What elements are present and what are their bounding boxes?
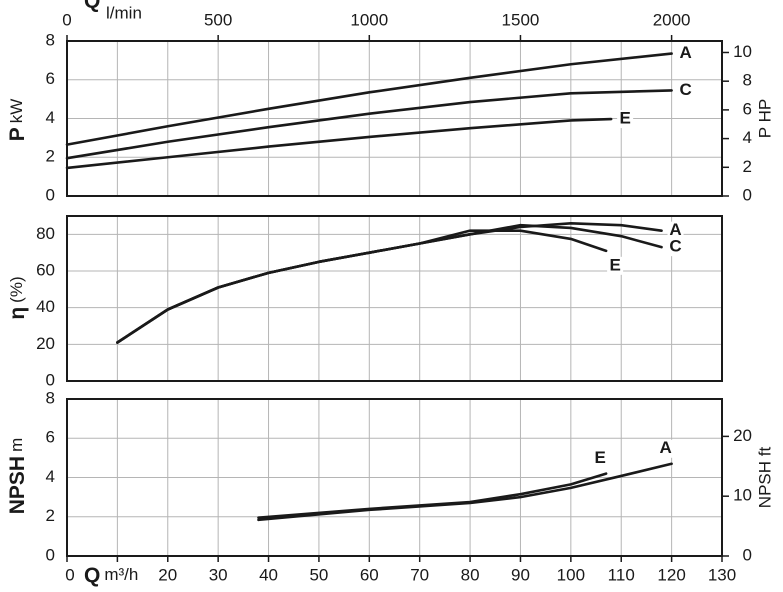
series-label: A xyxy=(679,43,691,62)
y-axis-symbol: NPSH xyxy=(6,456,29,514)
y2-tick-label: 0 xyxy=(743,185,752,204)
series-label: C xyxy=(669,237,681,256)
x-tick-label: 120 xyxy=(657,565,685,584)
label-bg xyxy=(592,449,609,468)
x-tick-label: 40 xyxy=(259,565,278,584)
x-tick-label: 0 xyxy=(65,565,74,584)
y-tick-label: 8 xyxy=(46,30,55,49)
y2-axis-title: P HP xyxy=(755,99,774,138)
series-label: A xyxy=(659,438,671,457)
x2-tick-label: 500 xyxy=(204,10,232,29)
label-bg xyxy=(677,44,694,63)
label-bg xyxy=(607,256,624,275)
plot-frame xyxy=(66,215,723,382)
label-bg xyxy=(677,81,694,100)
x-tick-label: 70 xyxy=(410,565,429,584)
x2-tick-label: 2000 xyxy=(653,10,691,29)
y-tick-label: 2 xyxy=(46,147,55,166)
y2-tick-label: 20 xyxy=(733,426,752,445)
x-tick-label: 60 xyxy=(360,565,379,584)
series-label: E xyxy=(609,255,620,274)
y2-tick-label: 6 xyxy=(743,99,752,118)
x-tick-label: 90 xyxy=(511,565,530,584)
y-axis-symbol: P xyxy=(6,127,29,141)
y-axis-unit: kW xyxy=(7,99,26,124)
x-tick-label: 30 xyxy=(209,565,228,584)
y-tick-label: 4 xyxy=(46,108,55,127)
y2-axis-title: NPSH ft xyxy=(755,447,774,509)
y2-tick-label: 2 xyxy=(743,157,752,176)
x2-tick-label: 1500 xyxy=(502,10,540,29)
x2-axis-unit: l/min xyxy=(106,3,142,22)
y2-tick-label: 10 xyxy=(733,42,752,61)
label-bg xyxy=(667,238,684,257)
y-axis-unit: (%) xyxy=(7,276,26,302)
y-tick-label: 0 xyxy=(46,545,55,564)
x2-tick-label: 1000 xyxy=(350,10,388,29)
y-tick-label: 8 xyxy=(46,388,55,407)
y-tick-label: 6 xyxy=(46,428,55,447)
y-axis-symbol: η xyxy=(6,307,29,320)
curve xyxy=(65,52,673,146)
curve xyxy=(65,117,613,170)
x-axis-unit: m³/h xyxy=(104,565,138,584)
y2-tick-label: 0 xyxy=(743,545,752,564)
series-label: E xyxy=(594,448,605,467)
x2-axis-symbol: Q xyxy=(84,0,100,13)
label-bg xyxy=(617,110,634,129)
x-tick-label: 50 xyxy=(309,565,328,584)
y-tick-label: 60 xyxy=(36,260,55,279)
plot-frame xyxy=(66,40,723,197)
y-tick-label: 0 xyxy=(46,370,55,389)
series-label: E xyxy=(619,109,630,128)
x-tick-label: 130 xyxy=(708,565,736,584)
y-axis-title: PkW xyxy=(6,99,29,142)
y-axis-unit: m xyxy=(7,438,26,452)
x-tick-label: 80 xyxy=(461,565,480,584)
x-tick-label: 100 xyxy=(557,565,585,584)
curve xyxy=(116,229,608,344)
x-tick-label: 110 xyxy=(608,565,635,584)
y2-tick-label: 8 xyxy=(743,71,752,90)
y-axis-title: η (%) xyxy=(6,276,29,319)
y-tick-label: 6 xyxy=(46,69,55,88)
series-label: A xyxy=(669,220,681,239)
y2-tick-label: 4 xyxy=(743,128,752,147)
label-bg xyxy=(667,221,684,240)
curve xyxy=(257,462,673,522)
y-tick-label: 80 xyxy=(36,224,55,243)
y-tick-label: 2 xyxy=(46,506,55,525)
curve xyxy=(65,89,673,160)
y-tick-label: 20 xyxy=(36,334,55,353)
series-label: C xyxy=(679,80,691,99)
y-tick-label: 0 xyxy=(46,185,55,204)
y-tick-label: 40 xyxy=(36,297,55,316)
x-tick-label: 20 xyxy=(158,565,177,584)
x-axis-symbol: Q xyxy=(84,564,100,587)
y2-tick-label: 10 xyxy=(733,486,752,505)
label-bg xyxy=(657,439,674,458)
y-tick-label: 4 xyxy=(46,467,55,486)
x2-tick-label: 0 xyxy=(62,10,71,29)
plot-frame xyxy=(66,398,723,557)
y-axis-title: NPSH m xyxy=(6,438,29,515)
curve xyxy=(257,472,608,520)
